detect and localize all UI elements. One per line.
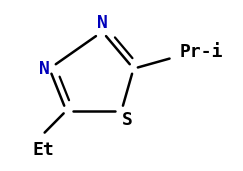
Text: Pr-i: Pr-i (179, 43, 223, 61)
Text: Et: Et (33, 141, 54, 159)
Text: N: N (97, 14, 108, 32)
Text: S: S (122, 111, 132, 129)
Text: N: N (39, 60, 49, 78)
